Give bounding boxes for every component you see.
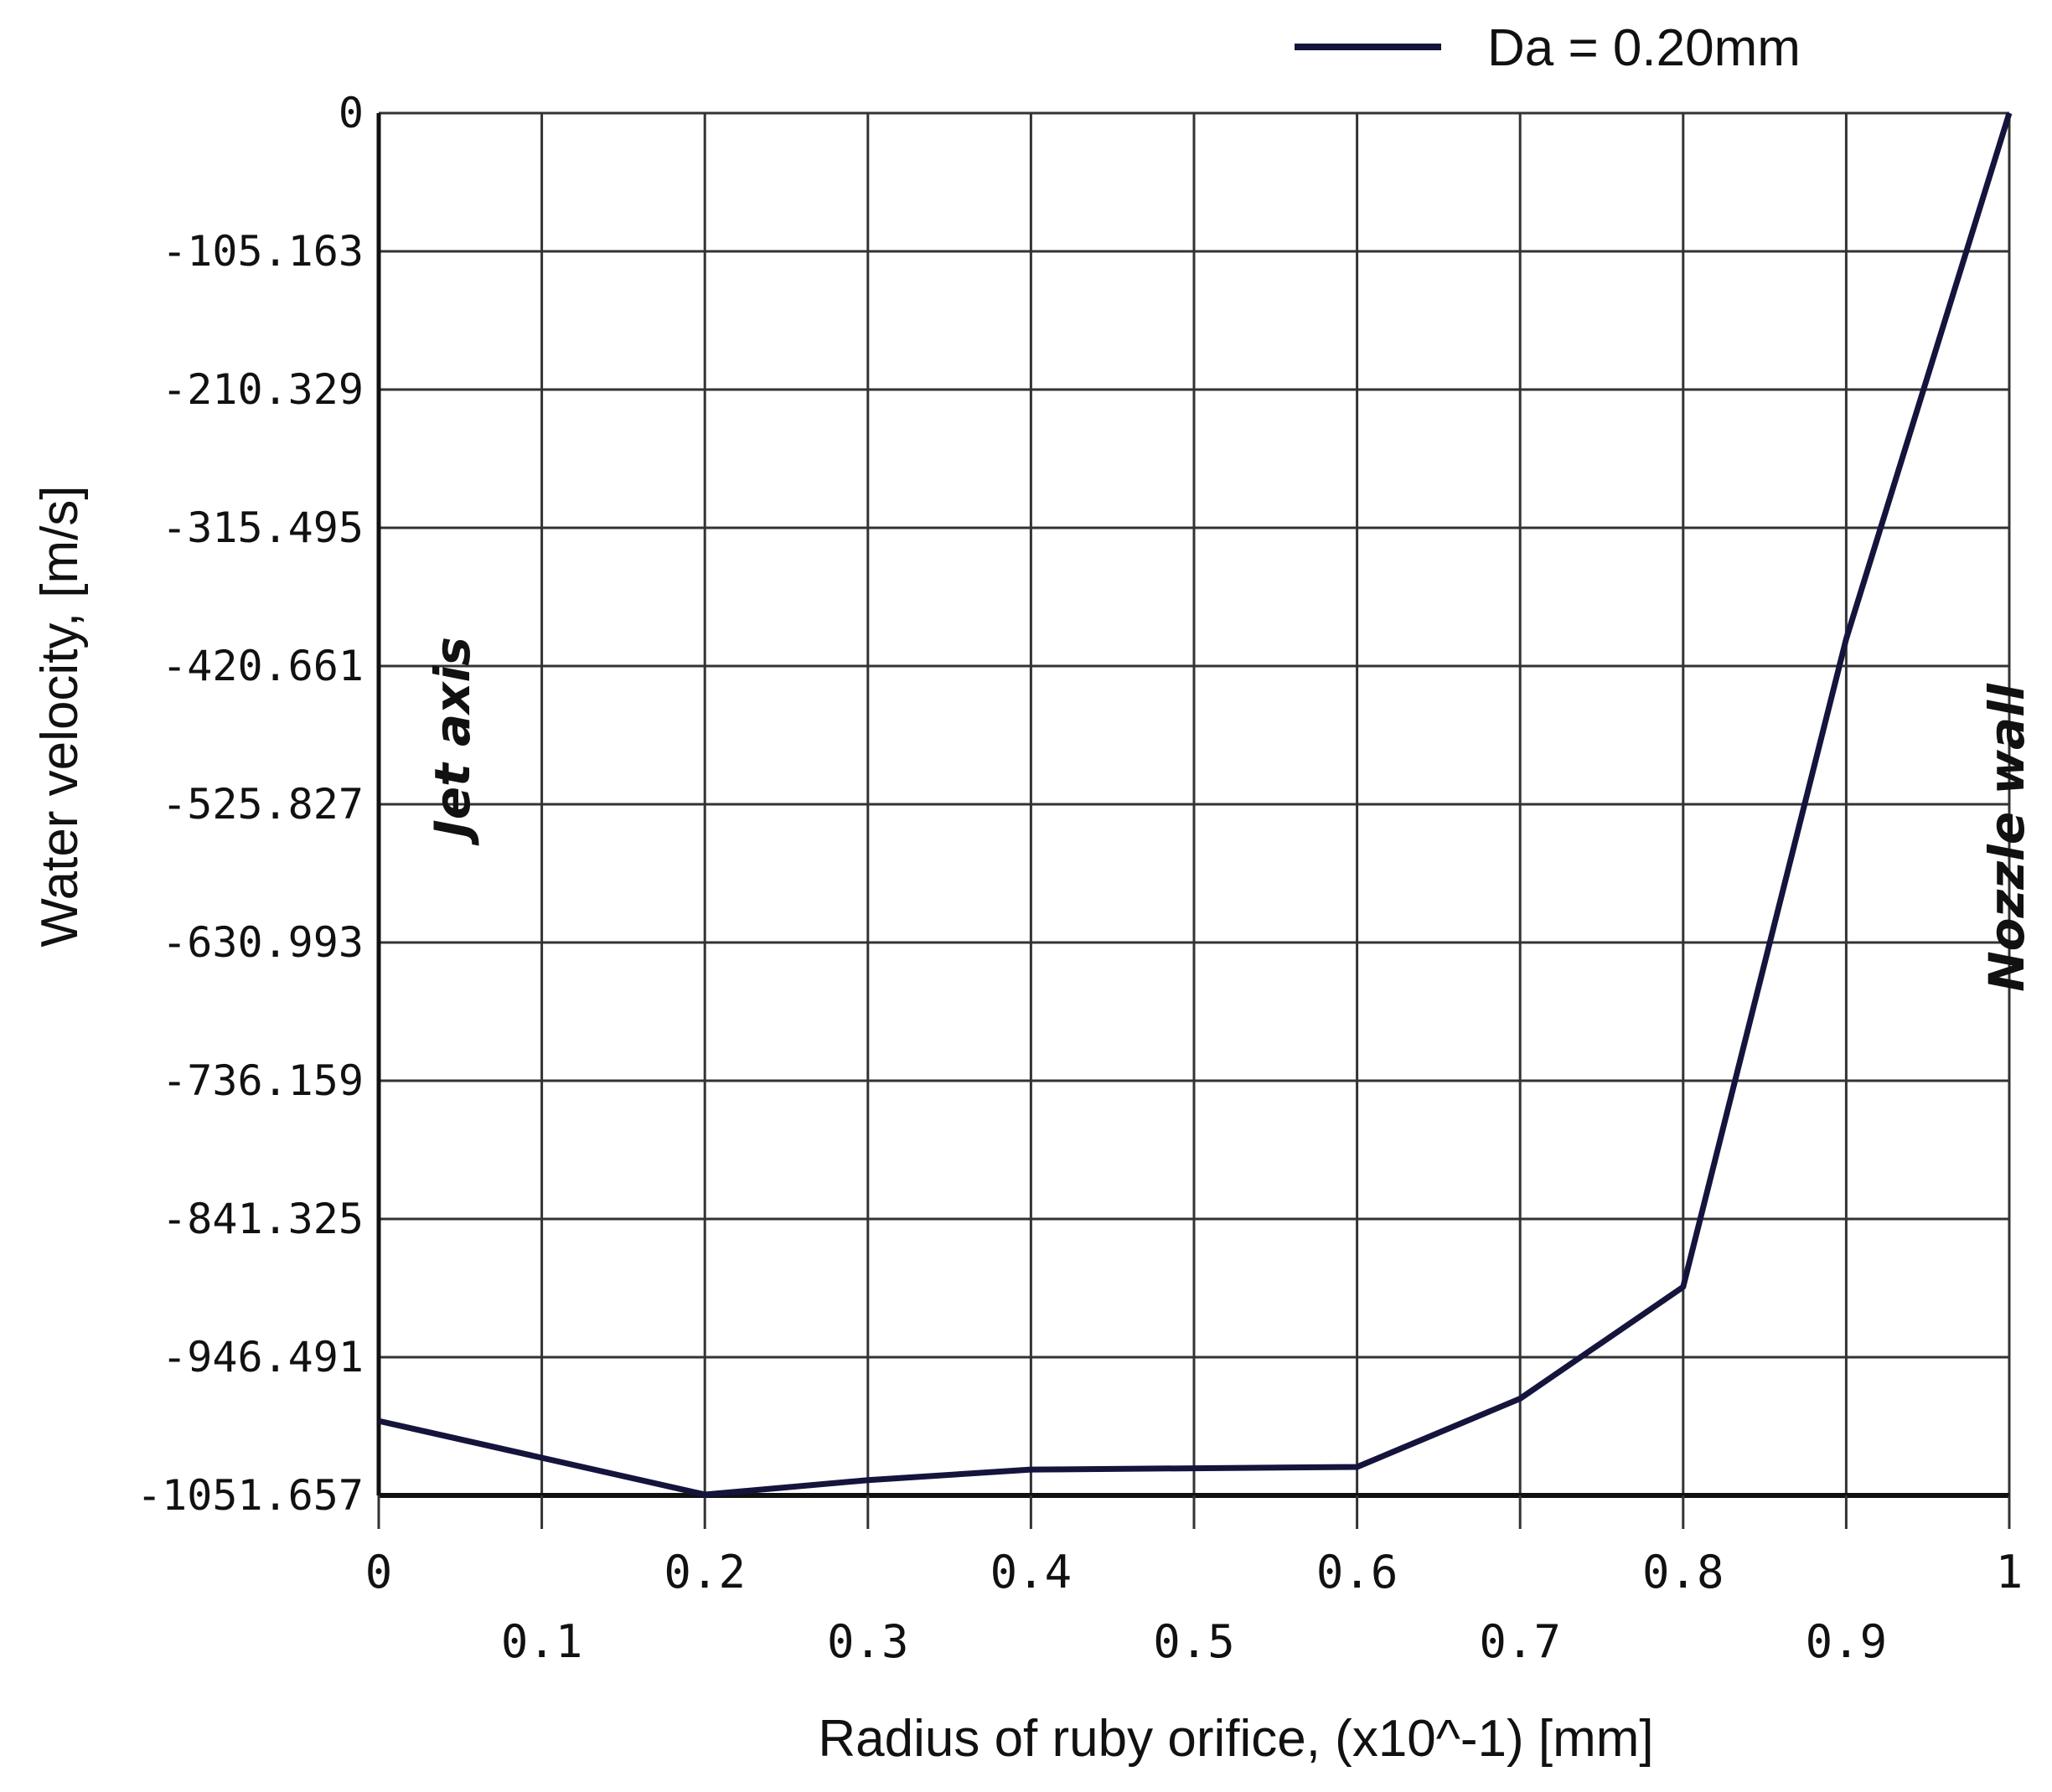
x-tick-label: 0.4 [990, 1546, 1073, 1598]
x-tick-label: 0.7 [1479, 1615, 1561, 1668]
series-line [378, 111, 2013, 1498]
y-tick-label: -420.661 [162, 642, 364, 690]
x-tick-label: 1 [1996, 1546, 2024, 1598]
x-tick-label: 0.8 [1642, 1546, 1724, 1598]
y-tick-label: 0 [339, 89, 364, 137]
y-tick-label: -1051.657 [137, 1471, 364, 1520]
y-tick-label: -525.827 [162, 780, 364, 829]
y-tick-label: -736.159 [162, 1056, 364, 1105]
y-axis-title: Water velocity, [m/s] [31, 485, 89, 947]
x-tick-label: 0.1 [501, 1615, 583, 1668]
y-tick-label: -946.491 [162, 1333, 364, 1381]
x-tick-label: 0.9 [1806, 1615, 1888, 1668]
series-layer [378, 111, 2013, 1498]
nozzle-wall-label: Nozzle wall [1978, 683, 2035, 992]
y-tick-label: -630.993 [162, 918, 364, 967]
x-tick-label: 0 [365, 1546, 393, 1598]
y-tick-label: -841.325 [162, 1195, 364, 1243]
x-tick-labels: 0 0.2 0.4 0.6 0.8 1 0.1 0.3 0.5 0.7 0.9 [365, 1546, 2024, 1668]
legend-label: Da = 0.20mm [1487, 19, 1801, 77]
x-tick-label: 0.2 [664, 1546, 746, 1598]
jet-axis-label: Jet axis [424, 637, 481, 846]
x-tick-label: 0.6 [1316, 1546, 1398, 1598]
x-axis-title: Radius of ruby orifice, (x10^-1) [mm] [818, 1710, 1653, 1768]
y-tick-label: -105.163 [162, 227, 364, 276]
y-tick-label: -315.495 [162, 504, 364, 552]
y-tick-labels: 0 -105.163 -210.329 -315.495 -420.661 -525.82… [137, 89, 364, 1520]
y-tick-label: -210.329 [162, 365, 364, 414]
x-tick-label: 0.5 [1153, 1615, 1235, 1668]
x-tick-label: 0.3 [827, 1615, 909, 1668]
grid [376, 111, 2011, 1529]
